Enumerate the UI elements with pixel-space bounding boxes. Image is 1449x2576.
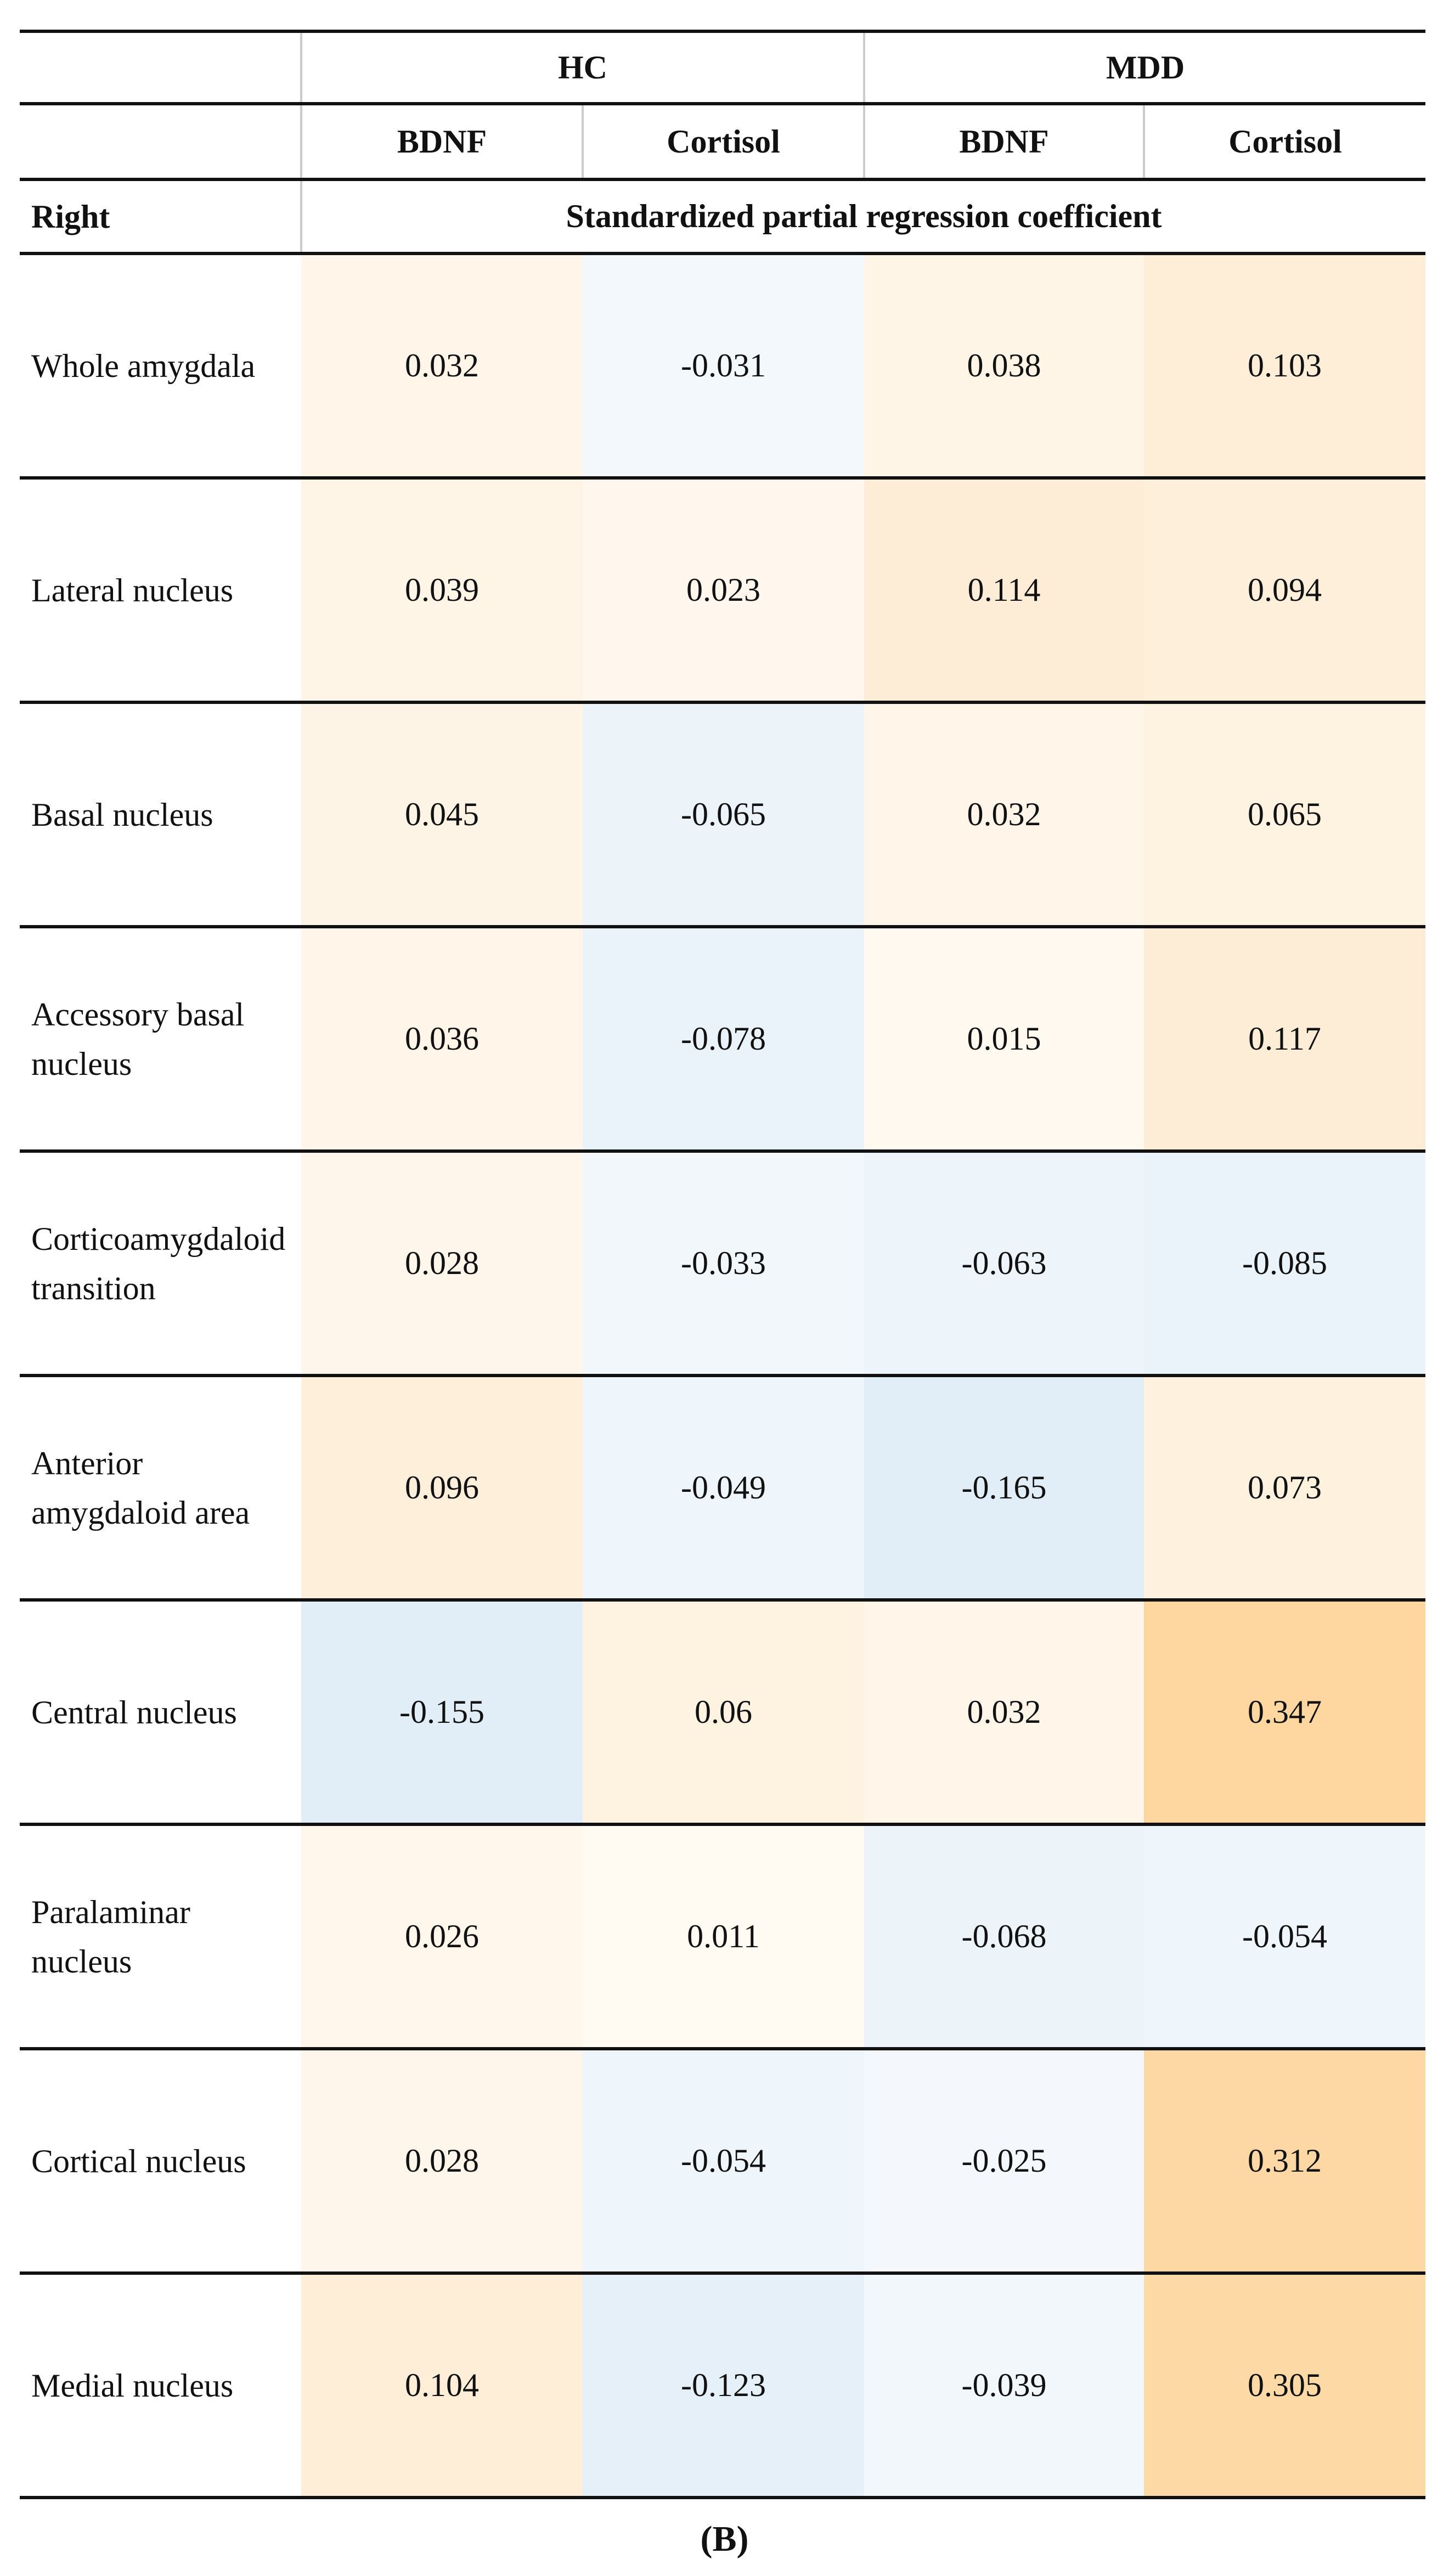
value-cell: -0.031 <box>583 252 864 478</box>
row-label: Accessory basal nucleus <box>20 925 301 1151</box>
value-cell: 0.045 <box>301 701 583 927</box>
table-body: HC MDD BDNF Cortisol BDNF Cortisol Right Standa… <box>20 30 1426 2499</box>
value-cell: 0.026 <box>301 1823 583 2049</box>
row-label: Medial nucleus <box>20 2271 301 2499</box>
value-cell: 0.039 <box>301 476 583 702</box>
data-row: Anterior amygdaloid area 0.096 -0.049 -0.16… <box>20 1374 1426 1600</box>
row-label: Corticoamygdaloid transition <box>20 1149 301 1376</box>
value-cell: -0.033 <box>583 1149 864 1376</box>
value-cell: 0.073 <box>1144 1374 1426 1600</box>
row-label: Cortical nucleus <box>20 2047 301 2273</box>
value-cell: 0.036 <box>301 925 583 1151</box>
value-cell: 0.038 <box>864 252 1144 478</box>
subheader: Cortisol <box>1142 102 1426 179</box>
value-cell: -0.063 <box>864 1149 1144 1376</box>
row-header: Right <box>20 178 301 253</box>
value-cell: 0.028 <box>301 1149 583 1376</box>
value-cell: -0.049 <box>583 1374 864 1600</box>
row-label: Whole amygdala <box>20 252 301 478</box>
row-label: Basal nucleus <box>20 701 301 927</box>
value-cell: 0.032 <box>864 701 1144 927</box>
value-cell: 0.023 <box>583 476 864 702</box>
corner-cell <box>20 30 301 104</box>
header-row: BDNF Cortisol BDNF Cortisol <box>20 102 1426 179</box>
subheader: Cortisol <box>582 102 864 179</box>
value-cell: 0.114 <box>864 476 1144 702</box>
row-label: Anterior amygdaloid area <box>20 1374 301 1600</box>
header-row: Right Standardized partial regression coe… <box>20 178 1426 253</box>
value-cell: 0.347 <box>1144 1598 1426 1824</box>
span-label: Standardized partial regression coeffici… <box>300 178 1426 253</box>
data-row: Central nucleus -0.155 0.06 0.032 0.347 <box>20 1598 1426 1824</box>
subheader: BDNF <box>300 102 583 179</box>
data-row: Lateral nucleus 0.039 0.023 0.114 0.094 <box>20 476 1426 702</box>
value-cell: 0.032 <box>864 1598 1144 1824</box>
value-cell: 0.104 <box>301 2271 583 2499</box>
data-row: Paralaminar nucleus 0.026 0.011 -0.068 -0.05… <box>20 1823 1426 2049</box>
value-cell: -0.078 <box>583 925 864 1151</box>
value-cell: 0.117 <box>1144 925 1426 1151</box>
value-cell: 0.015 <box>864 925 1144 1151</box>
data-row: Whole amygdala 0.032 -0.031 0.038 0.103 <box>20 252 1426 478</box>
data-row: Cortical nucleus 0.028 -0.054 -0.025 0.312 <box>20 2047 1426 2273</box>
value-cell: -0.165 <box>864 1374 1144 1600</box>
value-cell: 0.305 <box>1144 2271 1426 2499</box>
row-label: Central nucleus <box>20 1598 301 1824</box>
corner-cell <box>20 102 301 179</box>
caption: (B) <box>700 2519 749 2559</box>
data-row: Basal nucleus 0.045 -0.065 0.032 0.065 <box>20 701 1426 927</box>
value-cell: 0.103 <box>1144 252 1426 478</box>
data-row: Medial nucleus 0.104 -0.123 -0.039 0.305 <box>20 2271 1426 2499</box>
value-cell: -0.085 <box>1144 1149 1426 1376</box>
value-cell: -0.068 <box>864 1823 1144 2049</box>
value-cell: 0.096 <box>301 1374 583 1600</box>
value-cell: -0.123 <box>583 2271 864 2499</box>
group-header: HC <box>300 30 864 104</box>
subheader: BDNF <box>863 102 1144 179</box>
data-row: Corticoamygdaloid transition 0.028 -0.033-… <box>20 1149 1426 1376</box>
value-cell: -0.054 <box>1144 1823 1426 2049</box>
value-cell: -0.039 <box>864 2271 1144 2499</box>
group-header: MDD <box>862 30 1426 104</box>
header-row: HC MDD <box>20 30 1426 104</box>
value-cell: -0.054 <box>583 2047 864 2273</box>
value-cell: 0.06 <box>583 1598 864 1824</box>
value-cell: -0.155 <box>301 1598 583 1824</box>
value-cell: 0.312 <box>1144 2047 1426 2273</box>
row-label: Lateral nucleus <box>20 476 301 702</box>
coefficient-table: HC MDD BDNF Cortisol BDNF Cortisol Right Standa… <box>20 30 1426 2499</box>
value-cell: -0.025 <box>864 2047 1144 2273</box>
value-cell: 0.011 <box>583 1823 864 2049</box>
value-cell: 0.065 <box>1144 701 1426 927</box>
data-row: Accessory basal nucleus 0.036 -0.078 0.015 0… <box>20 925 1426 1151</box>
value-cell: 0.032 <box>301 252 583 478</box>
value-cell: -0.065 <box>583 701 864 927</box>
value-cell: 0.028 <box>301 2047 583 2273</box>
value-cell: 0.094 <box>1144 476 1426 702</box>
row-label: Paralaminar nucleus <box>20 1823 301 2049</box>
